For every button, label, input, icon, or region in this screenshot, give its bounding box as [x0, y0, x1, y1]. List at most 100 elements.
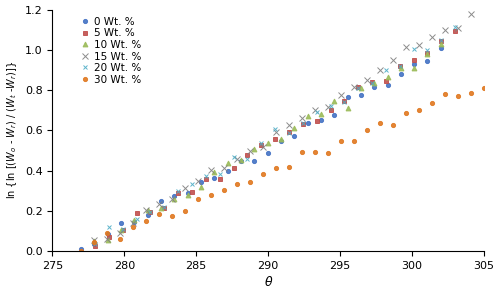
15 Wt. %	[169, 198, 175, 201]
30 Wt. %	[312, 150, 318, 154]
15 Wt. %	[299, 116, 305, 119]
Legend: 0 Wt. %, 5 Wt. %, 10 Wt. %, 15 Wt. %, 20 Wt. %, 30 Wt. %: 0 Wt. %, 5 Wt. %, 10 Wt. %, 15 Wt. %, 20…	[79, 15, 143, 87]
15 Wt. %	[260, 145, 266, 149]
20 Wt. %	[355, 86, 361, 89]
Line: 15 Wt. %: 15 Wt. %	[92, 11, 474, 243]
0 Wt. %	[344, 95, 350, 99]
15 Wt. %	[312, 109, 318, 112]
0 Wt. %	[238, 159, 244, 163]
15 Wt. %	[429, 35, 435, 38]
10 Wt. %	[358, 86, 364, 90]
10 Wt. %	[92, 239, 98, 242]
0 Wt. %	[118, 222, 124, 225]
0 Wt. %	[331, 113, 337, 116]
0 Wt. %	[278, 140, 284, 143]
20 Wt. %	[175, 189, 181, 193]
5 Wt. %	[189, 190, 195, 194]
15 Wt. %	[104, 238, 110, 241]
15 Wt. %	[377, 68, 383, 72]
20 Wt. %	[342, 100, 347, 104]
0 Wt. %	[438, 47, 444, 50]
5 Wt. %	[397, 64, 403, 68]
20 Wt. %	[203, 174, 209, 177]
30 Wt. %	[377, 121, 383, 125]
5 Wt. %	[92, 245, 98, 248]
30 Wt. %	[182, 209, 188, 213]
30 Wt. %	[299, 150, 305, 154]
20 Wt. %	[452, 25, 458, 29]
15 Wt. %	[351, 85, 357, 88]
20 Wt. %	[272, 128, 278, 131]
5 Wt. %	[134, 212, 140, 215]
20 Wt. %	[148, 210, 154, 213]
5 Wt. %	[342, 99, 347, 103]
10 Wt. %	[411, 66, 417, 70]
30 Wt. %	[260, 172, 266, 176]
15 Wt. %	[247, 149, 253, 153]
20 Wt. %	[300, 121, 306, 125]
10 Wt. %	[331, 99, 337, 103]
15 Wt. %	[273, 131, 279, 134]
20 Wt. %	[438, 38, 444, 41]
5 Wt. %	[314, 119, 320, 122]
Line: 10 Wt. %: 10 Wt. %	[92, 42, 443, 243]
5 Wt. %	[148, 210, 154, 214]
0 Wt. %	[105, 232, 111, 236]
5 Wt. %	[175, 191, 181, 194]
30 Wt. %	[442, 92, 448, 96]
15 Wt. %	[143, 209, 149, 212]
15 Wt. %	[91, 238, 97, 242]
20 Wt. %	[258, 142, 264, 145]
15 Wt. %	[455, 27, 461, 30]
0 Wt. %	[184, 191, 190, 195]
20 Wt. %	[314, 110, 320, 114]
5 Wt. %	[230, 167, 236, 170]
Y-axis label: ln {ln [($W_o$ - $W_r$) / ($W_t$ -$W_r$)]}: ln {ln [($W_o$ - $W_r$) / ($W_t$ -$W_r$)…	[6, 61, 20, 199]
5 Wt. %	[410, 59, 416, 62]
15 Wt. %	[117, 231, 123, 234]
10 Wt. %	[212, 171, 218, 174]
30 Wt. %	[481, 86, 487, 90]
15 Wt. %	[390, 58, 396, 62]
30 Wt. %	[117, 237, 123, 240]
20 Wt. %	[120, 227, 126, 230]
15 Wt. %	[403, 45, 409, 48]
20 Wt. %	[424, 48, 430, 51]
5 Wt. %	[286, 130, 292, 134]
15 Wt. %	[325, 105, 331, 109]
20 Wt. %	[162, 206, 168, 209]
0 Wt. %	[158, 199, 164, 202]
5 Wt. %	[162, 206, 168, 209]
15 Wt. %	[286, 123, 292, 126]
30 Wt. %	[195, 197, 201, 201]
10 Wt. %	[118, 228, 124, 232]
30 Wt. %	[104, 232, 110, 235]
30 Wt. %	[325, 151, 331, 155]
10 Wt. %	[184, 193, 190, 196]
5 Wt. %	[203, 177, 209, 181]
30 Wt. %	[390, 123, 396, 127]
10 Wt. %	[292, 126, 298, 130]
30 Wt. %	[455, 95, 461, 98]
10 Wt. %	[318, 113, 324, 116]
30 Wt. %	[273, 167, 279, 170]
10 Wt. %	[278, 138, 284, 141]
20 Wt. %	[397, 65, 403, 68]
0 Wt. %	[384, 83, 390, 87]
5 Wt. %	[272, 137, 278, 141]
10 Wt. %	[304, 114, 310, 118]
Line: 20 Wt. %: 20 Wt. %	[92, 25, 458, 247]
15 Wt. %	[195, 179, 201, 183]
15 Wt. %	[208, 168, 214, 172]
15 Wt. %	[182, 186, 188, 189]
5 Wt. %	[106, 235, 112, 239]
20 Wt. %	[383, 68, 389, 71]
20 Wt. %	[216, 172, 222, 175]
5 Wt. %	[258, 143, 264, 147]
5 Wt. %	[369, 80, 375, 83]
20 Wt. %	[244, 157, 250, 161]
0 Wt. %	[371, 85, 377, 88]
5 Wt. %	[355, 86, 361, 89]
30 Wt. %	[78, 249, 84, 253]
10 Wt. %	[172, 197, 177, 201]
